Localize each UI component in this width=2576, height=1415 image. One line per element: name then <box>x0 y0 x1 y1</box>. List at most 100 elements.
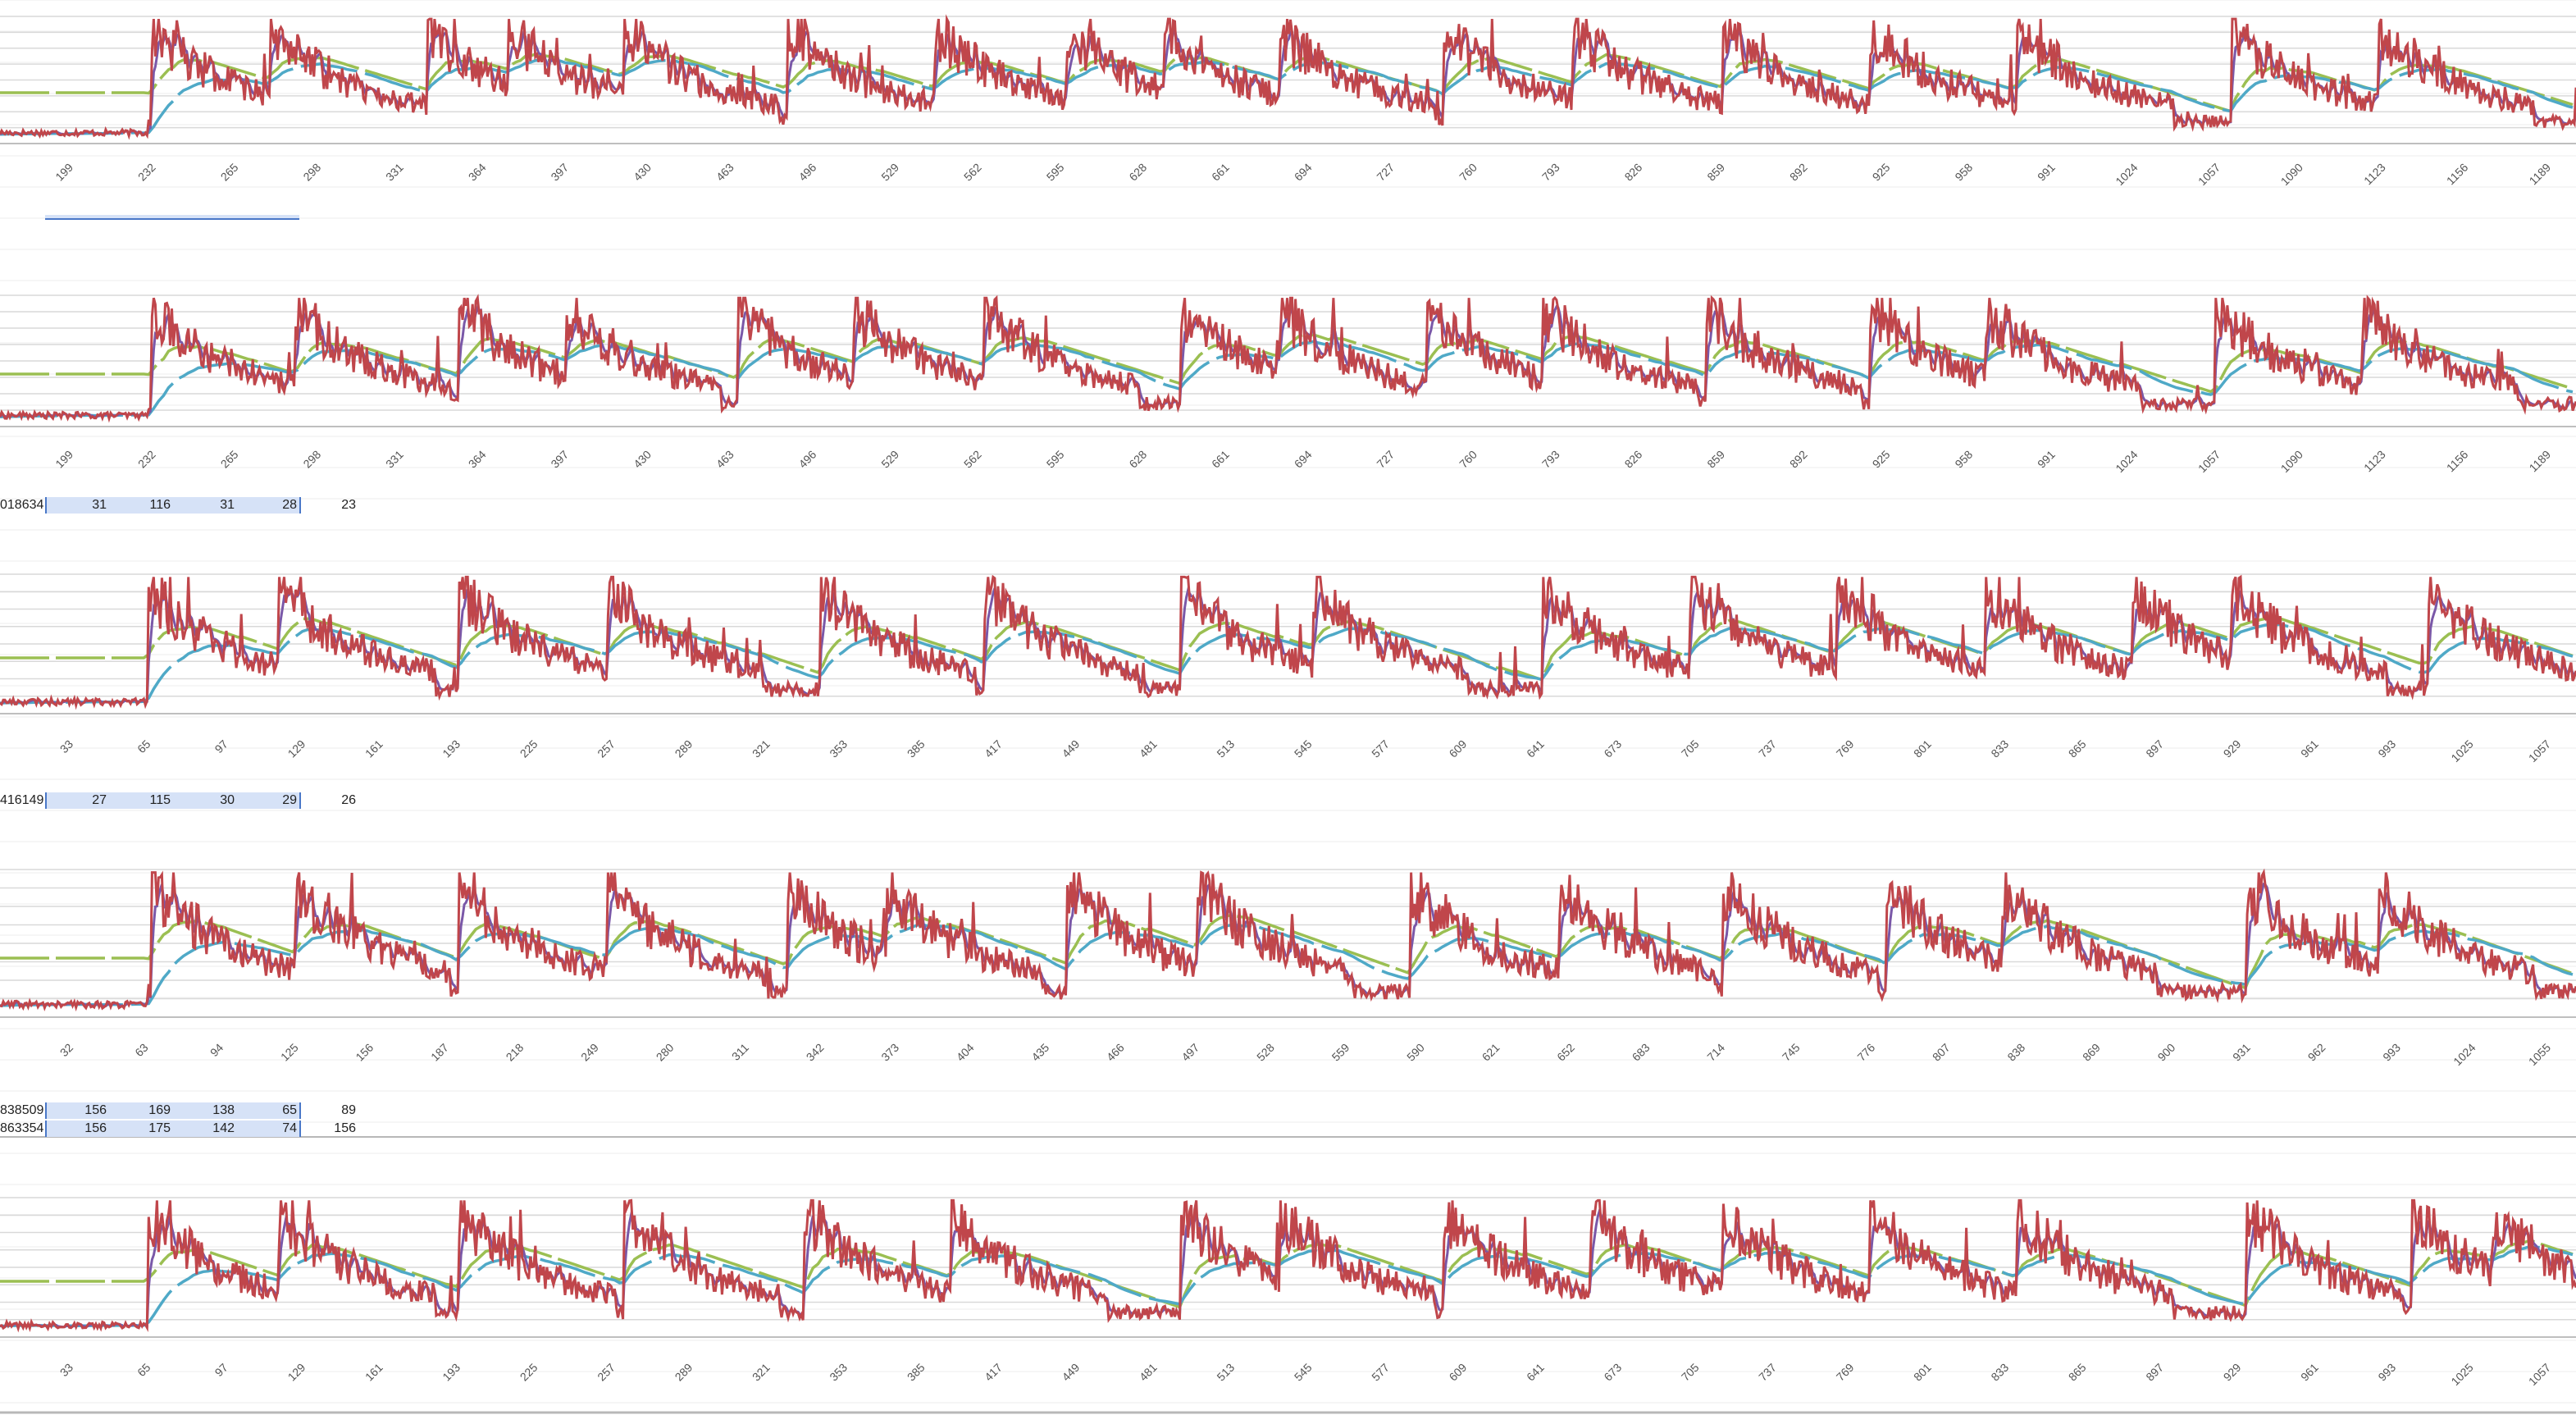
x-tick-label: 225 <box>517 737 540 760</box>
x-tick-label: 397 <box>548 161 571 184</box>
x-tick-label: 1024 <box>2451 1041 2478 1068</box>
cell[interactable]: 169 <box>110 1102 174 1119</box>
cell[interactable]: 138 <box>174 1102 238 1119</box>
x-tick-label: 364 <box>466 448 489 471</box>
x-tick-label: 962 <box>2305 1041 2328 1064</box>
selection-border <box>45 792 47 809</box>
cell[interactable]: 175 <box>110 1121 174 1137</box>
x-tick-label: 661 <box>1209 161 1232 184</box>
x-tick-label: 727 <box>1374 448 1397 471</box>
cell[interactable]: 156 <box>46 1102 110 1119</box>
sheet-row[interactable]: 863354 156 175 142 74 156 <box>0 1121 361 1137</box>
x-tick-label: 628 <box>1126 161 1149 184</box>
x-tick-label: 737 <box>1756 1361 1779 1384</box>
x-tick-label: 621 <box>1479 1041 1502 1064</box>
cell[interactable]: 29 <box>238 792 300 809</box>
line-chart-4: 32 63 94 125 156 187 218 249 280 311 342 373 404 435 4… <box>0 837 2576 1083</box>
x-tick-label: 769 <box>1834 737 1857 760</box>
cell[interactable]: 74 <box>238 1121 300 1137</box>
cell[interactable]: 142 <box>174 1121 238 1137</box>
x-tick-label: 280 <box>654 1041 677 1064</box>
line-chart-4-plot: 32 63 94 125 156 187 218 249 280 311 342 373 404 435 4… <box>0 868 2576 1068</box>
x-tick-label: 125 <box>278 1041 301 1064</box>
x-tick-label: 232 <box>135 161 158 184</box>
x-tick-label: 562 <box>961 161 984 184</box>
cell[interactable]: 863354 <box>0 1121 44 1135</box>
x-tick-label: 869 <box>2080 1041 2103 1064</box>
sheet-row[interactable]: 838509 156 169 138 65 89 <box>0 1102 361 1119</box>
selection-border <box>45 1121 47 1137</box>
series-baseline <box>0 340 2574 418</box>
sheet-row[interactable]: 416149 27 115 30 29 26 <box>0 792 361 809</box>
cell[interactable]: 26 <box>341 793 356 807</box>
sheet-row[interactable]: 018634 31 116 31 28 23 <box>0 497 361 514</box>
x-tick-label: 958 <box>1952 448 1975 471</box>
x-tick-label: 1055 <box>2526 1041 2553 1068</box>
cell[interactable]: 23 <box>341 498 356 512</box>
x-tick-label: 807 <box>1930 1041 1953 1064</box>
x-tick-label: 1156 <box>2444 161 2471 188</box>
line-chart-2-plot: 199 232 265 298 331 364 397 430 463 496 529 562 595 6… <box>0 294 2576 475</box>
x-tick-label: 958 <box>1952 161 1975 184</box>
x-tick-label: 257 <box>595 737 618 760</box>
cell[interactable]: 156 <box>334 1121 356 1135</box>
cell[interactable]: 27 <box>46 792 110 809</box>
x-tick-label: 404 <box>954 1041 977 1064</box>
cell[interactable]: 838509 <box>0 1103 44 1117</box>
x-tick-label: 1025 <box>2448 1361 2475 1388</box>
x-tick-label: 449 <box>1060 1361 1083 1384</box>
x-tick-label: 481 <box>1137 737 1160 760</box>
x-tick-label: 865 <box>2066 737 2089 760</box>
x-tick-label: 397 <box>548 448 571 471</box>
cell[interactable]: 28 <box>238 497 300 514</box>
series-actual <box>0 1198 2576 1333</box>
x-tick-label: 529 <box>878 161 901 184</box>
line-chart-5-plot: 33 65 97 129 161 193 225 257 289 321 353 385 417 449 4… <box>0 1197 2576 1388</box>
x-tick-label: 528 <box>1254 1041 1277 1064</box>
x-tick-label: 199 <box>52 161 75 184</box>
x-tick-label: 513 <box>1214 1361 1237 1384</box>
x-tick-label: 417 <box>982 1361 1005 1384</box>
x-tick-label: 353 <box>827 1361 850 1384</box>
x-tick-label: 1123 <box>2361 448 2388 475</box>
x-tick-label: 826 <box>1622 161 1645 184</box>
x-tick-label: 833 <box>1988 1361 2011 1384</box>
cell[interactable]: 416149 <box>0 793 44 807</box>
cell[interactable]: 30 <box>174 792 238 809</box>
x-tick-label: 961 <box>2298 1361 2321 1384</box>
x-tick-label: 897 <box>2143 1361 2166 1384</box>
selection-border <box>45 497 47 514</box>
x-tick-label: 801 <box>1911 737 1934 760</box>
x-tick-label: 232 <box>135 448 158 471</box>
x-tick-label: 289 <box>672 1361 695 1384</box>
x-tick-label: 673 <box>1601 737 1624 760</box>
x-tick-label: 897 <box>2143 737 2166 760</box>
series-actual <box>0 574 2576 710</box>
x-tick-label: 641 <box>1524 1361 1547 1384</box>
x-tick-label: 793 <box>1539 448 1562 471</box>
x-tick-label: 63 <box>132 1041 150 1059</box>
cell[interactable]: 115 <box>110 792 174 809</box>
cell[interactable]: 31 <box>174 497 238 514</box>
cell[interactable]: 65 <box>238 1102 300 1119</box>
x-tick-label: 364 <box>466 161 489 184</box>
cell[interactable]: 116 <box>110 497 174 514</box>
x-tick-label: 559 <box>1329 1041 1352 1064</box>
x-tick-label: 859 <box>1704 161 1727 184</box>
x-tick-label: 353 <box>827 737 850 760</box>
selection-border <box>299 1102 301 1119</box>
x-tick-label: 760 <box>1457 161 1479 184</box>
x-tick-label: 1123 <box>2361 161 2388 188</box>
x-tick-label: 1189 <box>2527 161 2554 188</box>
series-baseline <box>0 923 2574 1007</box>
x-tick-label: 991 <box>2035 161 2058 184</box>
cell[interactable]: 018634 <box>0 498 44 512</box>
cell[interactable]: 156 <box>46 1121 110 1137</box>
line-chart-2: 199 232 265 298 331 364 397 430 463 496 529 562 595 6… <box>0 246 2576 492</box>
cell[interactable]: 89 <box>341 1103 356 1117</box>
x-tick-label: 661 <box>1209 448 1232 471</box>
line-chart-3: 33 65 97 129 161 193 225 257 289 321 353 385 417 449 4… <box>0 541 2576 787</box>
cell[interactable]: 31 <box>46 497 110 514</box>
x-tick-label: 993 <box>2380 1041 2403 1064</box>
x-tick-label: 900 <box>2155 1041 2178 1064</box>
